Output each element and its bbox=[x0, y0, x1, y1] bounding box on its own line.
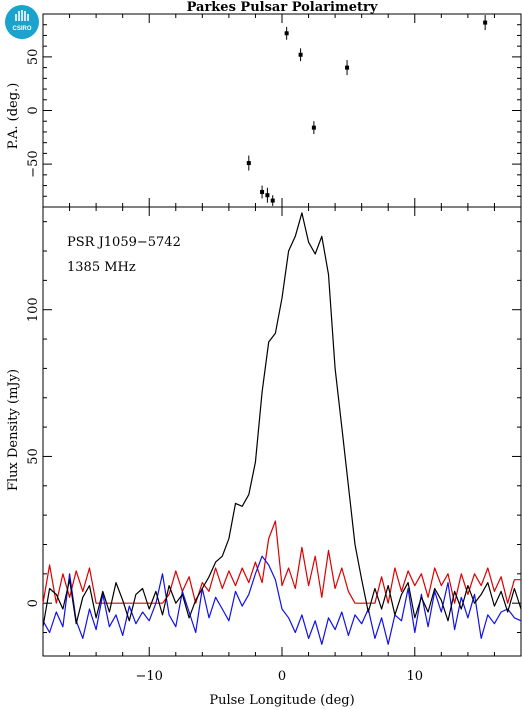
pa-y-tick-label: −50 bbox=[26, 150, 41, 177]
pa-point bbox=[246, 161, 251, 166]
x-axis-label: Pulse Longitude (deg) bbox=[209, 693, 354, 708]
flux-x-tick-label: 0 bbox=[278, 669, 286, 684]
csiro-logo: CSIRO bbox=[5, 5, 39, 39]
pa-point bbox=[483, 20, 488, 25]
flux-y-tick-label: 100 bbox=[26, 297, 41, 322]
pa-y-tick-label: 0 bbox=[26, 106, 41, 114]
pa-point bbox=[270, 198, 275, 203]
pa-point bbox=[345, 65, 350, 70]
flux-y-tick-label: 50 bbox=[26, 448, 41, 465]
pa-points bbox=[246, 15, 488, 206]
pa-y-tick-label: 50 bbox=[26, 49, 41, 66]
pa-point bbox=[284, 31, 289, 36]
flux-x-tick-label: 10 bbox=[407, 669, 424, 684]
flux-series bbox=[42, 212, 522, 645]
flux-series-line bbox=[42, 212, 522, 627]
pa-point bbox=[260, 189, 265, 194]
csiro-logo-text: CSIRO bbox=[12, 26, 31, 32]
flux-series-line bbox=[42, 520, 521, 604]
pa-ticks: −50 0 50 bbox=[26, 14, 521, 207]
pa-panel-frame bbox=[42, 13, 522, 208]
flux-ticks: 0 50 100 −10 0 10 bbox=[26, 207, 521, 684]
frequency-annotation: 1385 MHz bbox=[67, 260, 136, 275]
flux-axis-label: Flux Density (mJy) bbox=[6, 369, 21, 491]
flux-y-tick-label: 0 bbox=[26, 599, 41, 607]
pa-point bbox=[298, 52, 303, 57]
pa-axis-label: P.A. (deg.) bbox=[6, 83, 21, 150]
pa-point bbox=[265, 193, 270, 198]
psr-name-annotation: PSR J1059−5742 bbox=[67, 235, 181, 250]
flux-series-line bbox=[42, 555, 522, 645]
pa-point bbox=[311, 125, 316, 130]
flux-x-tick-label: −10 bbox=[136, 669, 163, 684]
chart-title: Parkes Pulsar Polarimetry bbox=[187, 0, 378, 15]
